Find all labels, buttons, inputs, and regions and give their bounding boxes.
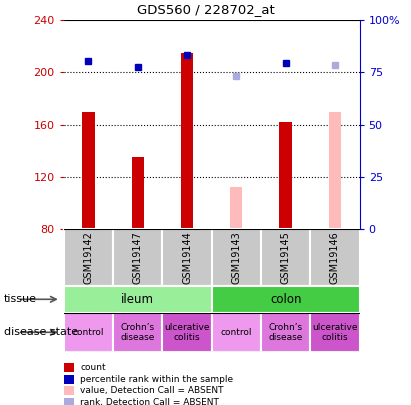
- Text: control: control: [221, 328, 252, 337]
- Text: colon: colon: [270, 293, 301, 306]
- Text: GSM19146: GSM19146: [330, 231, 340, 284]
- Text: tissue: tissue: [4, 294, 37, 304]
- Text: ulcerative
colitis: ulcerative colitis: [164, 323, 210, 342]
- Bar: [279, 122, 292, 229]
- Bar: [64, 313, 113, 352]
- Text: GSM19143: GSM19143: [231, 231, 241, 284]
- Bar: [132, 157, 144, 229]
- Bar: [64, 286, 212, 313]
- Bar: [230, 187, 242, 229]
- Bar: [181, 53, 193, 229]
- Bar: [113, 313, 162, 352]
- Bar: [212, 229, 261, 286]
- Text: GSM19142: GSM19142: [83, 231, 93, 284]
- Text: GSM19145: GSM19145: [281, 231, 291, 284]
- Text: ulcerative
colitis: ulcerative colitis: [312, 323, 358, 342]
- Text: percentile rank within the sample: percentile rank within the sample: [80, 375, 233, 384]
- Text: control: control: [73, 328, 104, 337]
- Text: GDS560 / 228702_at: GDS560 / 228702_at: [136, 3, 275, 16]
- Text: Crohn’s
disease: Crohn’s disease: [268, 323, 303, 342]
- Bar: [212, 286, 360, 313]
- Bar: [82, 111, 95, 229]
- Text: GSM19147: GSM19147: [133, 231, 143, 284]
- Bar: [162, 313, 212, 352]
- Bar: [162, 229, 212, 286]
- Bar: [310, 313, 360, 352]
- Bar: [261, 229, 310, 286]
- Bar: [64, 229, 113, 286]
- Text: Crohn’s
disease: Crohn’s disease: [120, 323, 155, 342]
- Text: disease state: disease state: [4, 327, 78, 337]
- Text: GSM19144: GSM19144: [182, 231, 192, 284]
- Bar: [113, 229, 162, 286]
- Text: value, Detection Call = ABSENT: value, Detection Call = ABSENT: [80, 386, 224, 395]
- Bar: [261, 313, 310, 352]
- Bar: [212, 313, 261, 352]
- Text: rank, Detection Call = ABSENT: rank, Detection Call = ABSENT: [80, 398, 219, 405]
- Text: ileum: ileum: [121, 293, 154, 306]
- Bar: [329, 111, 341, 229]
- Text: count: count: [80, 363, 106, 372]
- Bar: [310, 229, 360, 286]
